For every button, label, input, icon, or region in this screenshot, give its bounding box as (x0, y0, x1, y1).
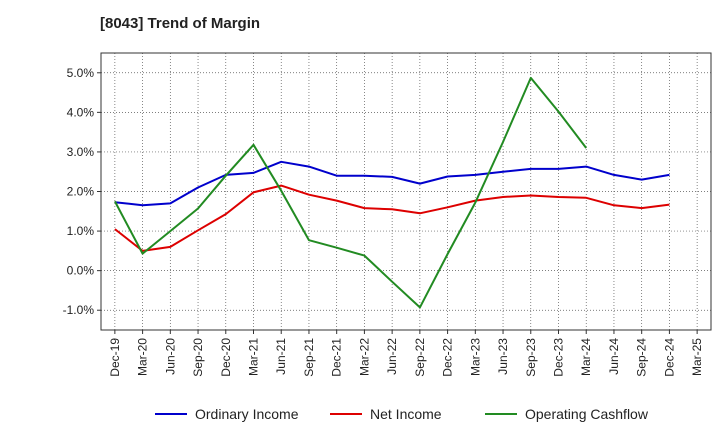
x-tick-label: Dec-22 (441, 338, 455, 377)
x-tick-label: Sep-21 (302, 338, 316, 377)
x-tick-label: Jun-20 (163, 338, 177, 375)
legend-label-operating-cashflow: Operating Cashflow (525, 406, 649, 422)
x-tick-label: Dec-24 (662, 338, 676, 377)
y-tick-label: 3.0% (67, 145, 95, 159)
series-group (114, 76, 670, 309)
x-tick-label: Jun-21 (274, 338, 288, 375)
y-tick-label: 4.0% (67, 105, 95, 119)
x-tick-label: Dec-23 (552, 338, 566, 377)
y-tick-label: -1.0% (63, 303, 95, 317)
x-tick-label: Mar-20 (136, 338, 150, 376)
chart-title: [8043] Trend of Margin (100, 15, 261, 32)
x-tick-label: Jun-23 (496, 338, 510, 375)
x-tick-label: Mar-21 (247, 338, 261, 376)
grid (101, 53, 711, 330)
series-line-operating-cashflow (114, 76, 587, 309)
x-tick-label: Mar-22 (357, 338, 371, 376)
x-tick-label: Mar-24 (579, 338, 593, 376)
x-tick-label: Dec-20 (219, 338, 233, 377)
y-tick-label: 1.0% (67, 224, 95, 238)
x-axis: Dec-19 Mar-20 Jun-20 Sep-20 Dec-20 Mar-21 Jun-… (108, 330, 704, 377)
x-tick-label: Sep-20 (191, 338, 205, 377)
x-tick-label: Mar-23 (468, 338, 482, 376)
x-tick-label: Sep-23 (524, 338, 538, 377)
x-tick-label: Mar-25 (690, 338, 704, 376)
x-tick-label: Sep-22 (413, 338, 427, 377)
series-line-net-income (114, 184, 670, 252)
legend-label-ordinary-income: Ordinary Income (195, 406, 299, 422)
x-tick-label: Dec-21 (330, 338, 344, 377)
legend-label-net-income: Net Income (370, 406, 442, 422)
y-axis: -1.0% 0.0% 1.0% 2.0% 3.0% 4.0% 5.0% (63, 66, 101, 317)
series-line-ordinary-income (114, 160, 670, 207)
y-tick-label: 0.0% (67, 264, 95, 278)
legend: Ordinary Income Net Income Operating Cashf… (155, 406, 649, 422)
x-tick-label: Jun-24 (607, 338, 621, 375)
x-tick-label: Sep-24 (635, 338, 649, 377)
y-tick-label: 5.0% (67, 66, 95, 80)
x-tick-label: Dec-19 (108, 338, 122, 377)
x-tick-label: Jun-22 (385, 338, 399, 375)
y-tick-label: 2.0% (67, 185, 95, 199)
